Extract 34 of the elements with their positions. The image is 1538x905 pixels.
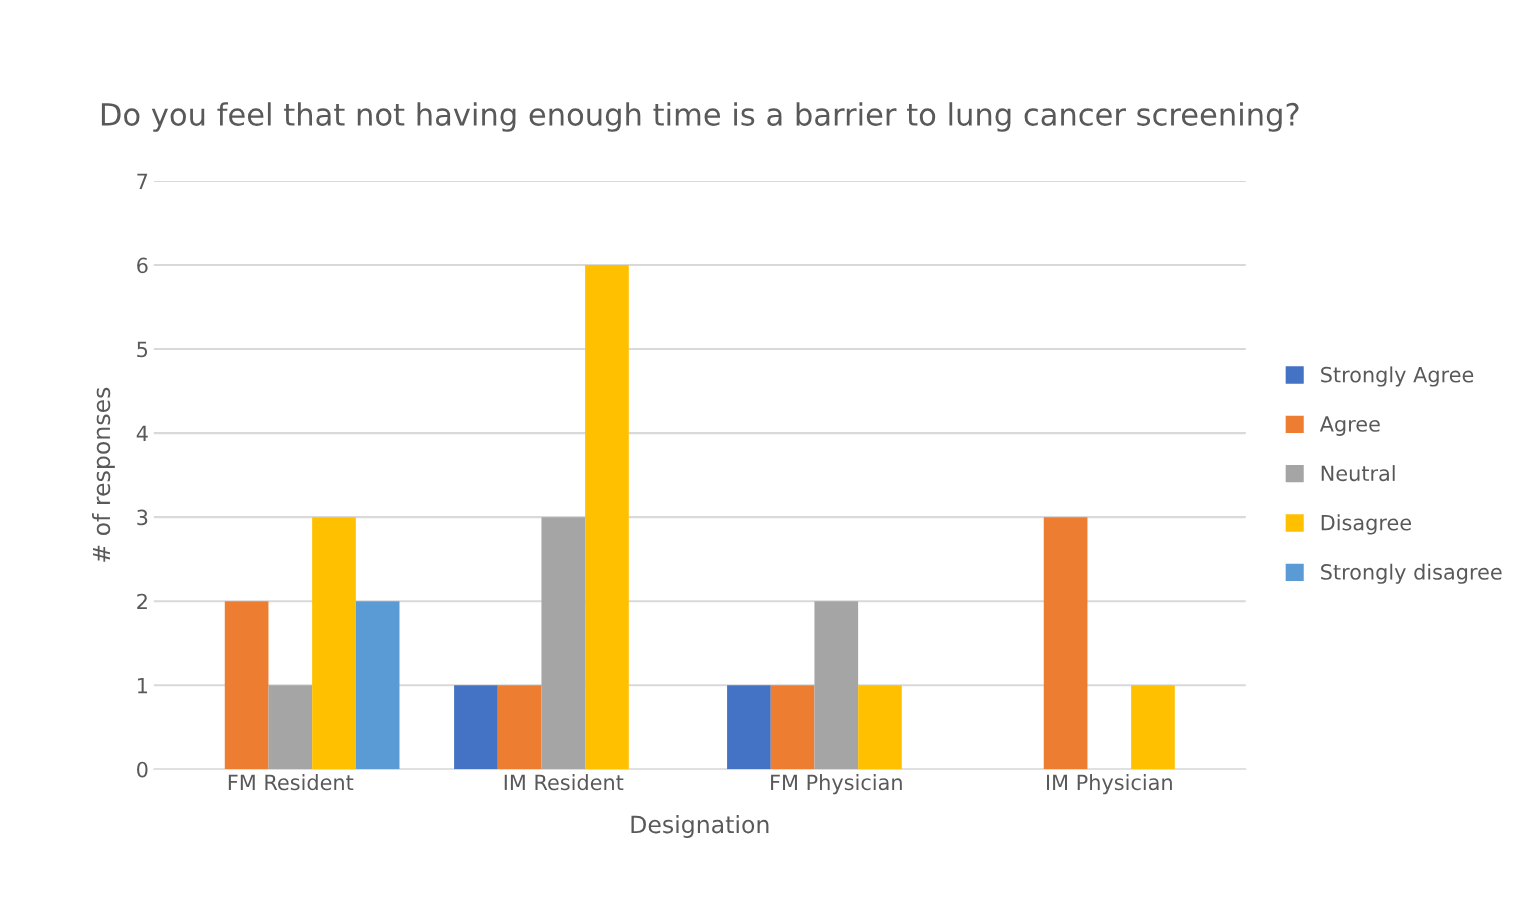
y-tick-label: 3 [137, 509, 148, 526]
bar [497, 685, 542, 770]
bar [727, 685, 771, 770]
legend-label: Disagree [1321, 514, 1411, 535]
bar [858, 685, 902, 770]
y-tick-label: 7 [137, 173, 148, 189]
legend-label: Strongly Agree [1321, 366, 1474, 387]
y-tick-label: 5 [137, 341, 148, 358]
x-axis-title: Designation [631, 815, 769, 838]
bar [585, 265, 629, 770]
legend-label: Agree [1319, 416, 1380, 436]
bar [814, 601, 859, 770]
y-tick-label: 4 [136, 425, 148, 442]
bar [268, 685, 313, 770]
y-axis-title: # of responses [92, 387, 115, 562]
bar [312, 517, 356, 770]
bar [1131, 685, 1175, 770]
bar [1043, 517, 1088, 770]
x-tick-label: FM Physician [771, 774, 902, 795]
y-tick-label: 6 [137, 257, 148, 274]
legend-label: Neutral [1321, 465, 1395, 482]
bar [770, 685, 815, 770]
bar [454, 685, 498, 770]
x-tick-label: IM Physician [1046, 774, 1172, 795]
bar [355, 601, 400, 770]
legend-label: Strongly disagree [1321, 563, 1502, 584]
x-tick-label: FM Resident [228, 774, 354, 791]
chart-title: Do you feel that not having enough time is a barrier to lung cancer screening? [101, 102, 1299, 132]
y-tick-label: 2 [137, 593, 147, 610]
y-tick-label: 1 [137, 677, 148, 694]
bar [224, 601, 269, 770]
y-tick-label: 0 [137, 761, 148, 778]
bar [541, 517, 586, 770]
x-tick-label: IM Resident [504, 774, 624, 791]
